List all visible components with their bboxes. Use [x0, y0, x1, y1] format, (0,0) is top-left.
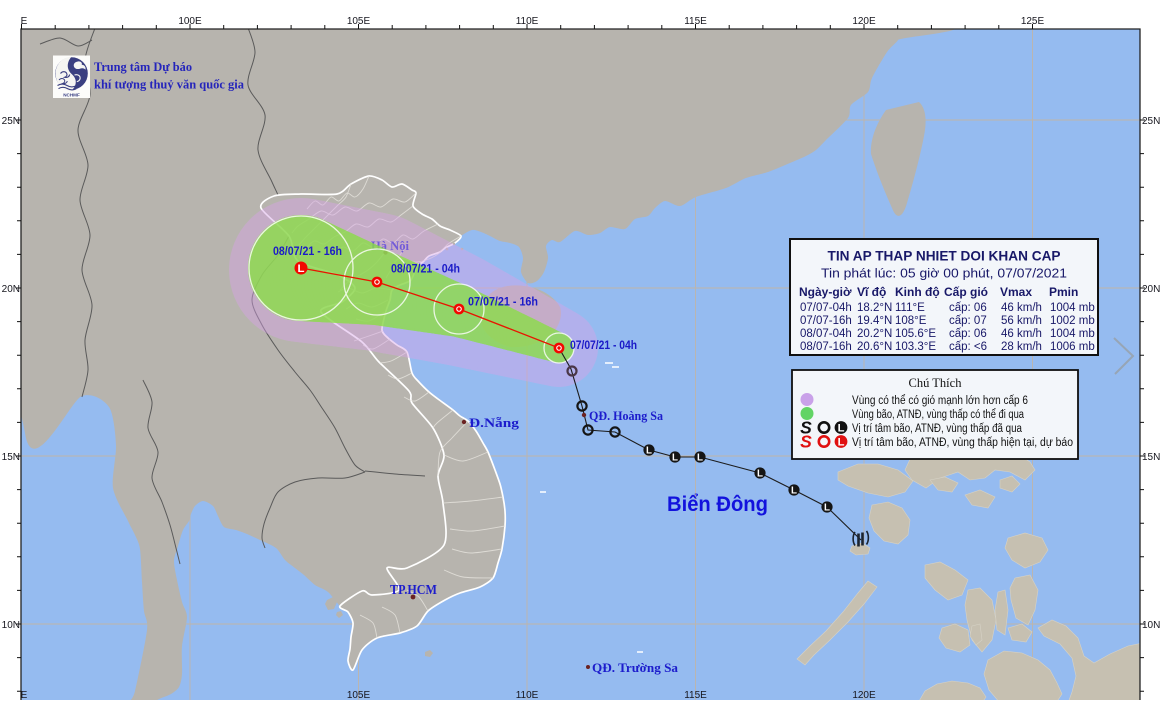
svg-text:S: S — [800, 432, 812, 452]
svg-text:10N: 10N — [1142, 620, 1160, 631]
svg-text:110E: 110E — [516, 16, 539, 27]
svg-text:105E: 105E — [347, 690, 371, 701]
svg-text:1002 mb: 1002 mb — [1050, 315, 1095, 327]
svg-text:L: L — [838, 437, 845, 449]
svg-text:07/07-04h: 07/07-04h — [800, 302, 852, 314]
svg-text:25N: 25N — [1142, 116, 1160, 127]
svg-text:08/07/21 - 04h: 08/07/21 - 04h — [391, 262, 460, 276]
svg-text:khí tượng thuỷ văn quốc gia: khí tượng thuỷ văn quốc gia — [94, 77, 244, 92]
svg-text:105E: 105E — [347, 16, 371, 27]
svg-text:cấp: 07: cấp: 07 — [949, 315, 987, 327]
svg-text:08/07-16h: 08/07-16h — [800, 341, 852, 353]
svg-text:cấp: <6: cấp: <6 — [949, 341, 987, 353]
svg-text:18.2°N: 18.2°N — [857, 302, 892, 314]
svg-text:Tin phát lúc: 05 giờ 00 phút,: Tin phát lúc: 05 giờ 00 phút, 07/07/2021 — [821, 266, 1067, 281]
svg-text:E: E — [21, 16, 28, 27]
svg-text:07/07-16h: 07/07-16h — [800, 315, 852, 327]
svg-text:Cấp gió: Cấp gió — [944, 285, 988, 299]
svg-text:QĐ. Hoàng Sa: QĐ. Hoàng Sa — [589, 408, 663, 423]
svg-text:103.3°E: 103.3°E — [895, 341, 936, 353]
svg-text:08/07/21 - 16h: 08/07/21 - 16h — [273, 244, 342, 258]
svg-text:Trung tâm Dự báo: Trung tâm Dự báo — [94, 59, 192, 74]
svg-text:L: L — [757, 469, 763, 480]
svg-text:115E: 115E — [684, 16, 707, 27]
svg-text:120E: 120E — [852, 690, 876, 701]
svg-text:cấp: 06: cấp: 06 — [949, 302, 987, 314]
svg-text:20.6°N: 20.6°N — [857, 341, 892, 353]
svg-text:Vmax: Vmax — [1000, 285, 1032, 299]
svg-text:TIN AP THAP NHIET DOI KHAN CAP: TIN AP THAP NHIET DOI KHAN CAP — [828, 249, 1061, 264]
svg-text:07/07/21 - 16h: 07/07/21 - 16h — [468, 295, 538, 309]
svg-text:1004 mb: 1004 mb — [1050, 328, 1095, 340]
svg-text:1006 mb: 1006 mb — [1050, 341, 1095, 353]
svg-text:15N: 15N — [1142, 452, 1160, 463]
svg-text:Vị trí tâm bão, ATNĐ, vùng thấ: Vị trí tâm bão, ATNĐ, vùng thấp hiện tại… — [852, 437, 1073, 449]
svg-text:10N: 10N — [2, 620, 20, 631]
svg-text:Vùng bão, ATNĐ, vùng thấp có t: Vùng bão, ATNĐ, vùng thấp có thể đi qua — [852, 409, 1024, 421]
svg-text:07/07/21 - 04h: 07/07/21 - 04h — [570, 338, 637, 352]
svg-text:L: L — [697, 453, 703, 464]
svg-text:L: L — [672, 453, 678, 464]
svg-text:46 km/h: 46 km/h — [1001, 328, 1042, 340]
svg-text:20N: 20N — [1142, 284, 1160, 295]
svg-text:25N: 25N — [2, 116, 20, 127]
svg-text:105.6°E: 105.6°E — [895, 328, 936, 340]
svg-text:125E: 125E — [1021, 16, 1045, 27]
svg-text:L: L — [824, 503, 830, 514]
svg-text:Ngày-giờ: Ngày-giờ — [799, 285, 852, 299]
svg-text:Pmin: Pmin — [1049, 285, 1078, 299]
svg-text:Kinh độ: Kinh độ — [895, 285, 940, 299]
svg-text:NCHMF: NCHMF — [63, 92, 80, 97]
svg-text:111°E: 111°E — [895, 302, 925, 314]
svg-text:100E: 100E — [178, 16, 202, 27]
svg-text:E: E — [21, 690, 28, 701]
svg-text:Chú Thích: Chú Thích — [909, 376, 963, 390]
svg-text:08/07-04h: 08/07-04h — [800, 328, 852, 340]
svg-text:20.2°N: 20.2°N — [857, 328, 892, 340]
svg-text:TP.HCM: TP.HCM — [390, 582, 437, 597]
svg-text:Biển Đông: Biển Đông — [667, 493, 768, 516]
svg-text:QĐ. Trường Sa: QĐ. Trường Sa — [592, 661, 679, 675]
svg-text:Đ.Nẵng: Đ.Nẵng — [469, 415, 520, 430]
svg-text:L: L — [838, 423, 845, 435]
svg-text:56 km/h: 56 km/h — [1001, 315, 1042, 327]
svg-text:120E: 120E — [852, 16, 876, 27]
svg-text:115E: 115E — [684, 690, 707, 701]
svg-text:Vị trí tâm bão, ATNĐ, vùng thấ: Vị trí tâm bão, ATNĐ, vùng thấp đã qua — [852, 423, 1023, 435]
svg-text:1004 mb: 1004 mb — [1050, 302, 1095, 314]
svg-text:110E: 110E — [516, 690, 539, 701]
svg-text:28 km/h: 28 km/h — [1001, 341, 1042, 353]
svg-text:Vùng có thể có gió mạnh lớn hơ: Vùng có thể có gió mạnh lớn hơn cấp 6 — [852, 395, 1028, 407]
svg-text:L: L — [791, 486, 797, 497]
svg-text:20N: 20N — [2, 284, 20, 295]
svg-text:S: S — [800, 418, 812, 438]
svg-text:19.4°N: 19.4°N — [857, 315, 892, 327]
svg-text:15N: 15N — [2, 452, 20, 463]
svg-text:L: L — [646, 446, 652, 457]
svg-text:L: L — [298, 263, 305, 275]
svg-text:108°E: 108°E — [895, 315, 927, 327]
svg-text:Vĩ độ: Vĩ độ — [857, 285, 886, 299]
svg-text:cấp: 06: cấp: 06 — [949, 328, 987, 340]
svg-text:46 km/h: 46 km/h — [1001, 302, 1042, 314]
